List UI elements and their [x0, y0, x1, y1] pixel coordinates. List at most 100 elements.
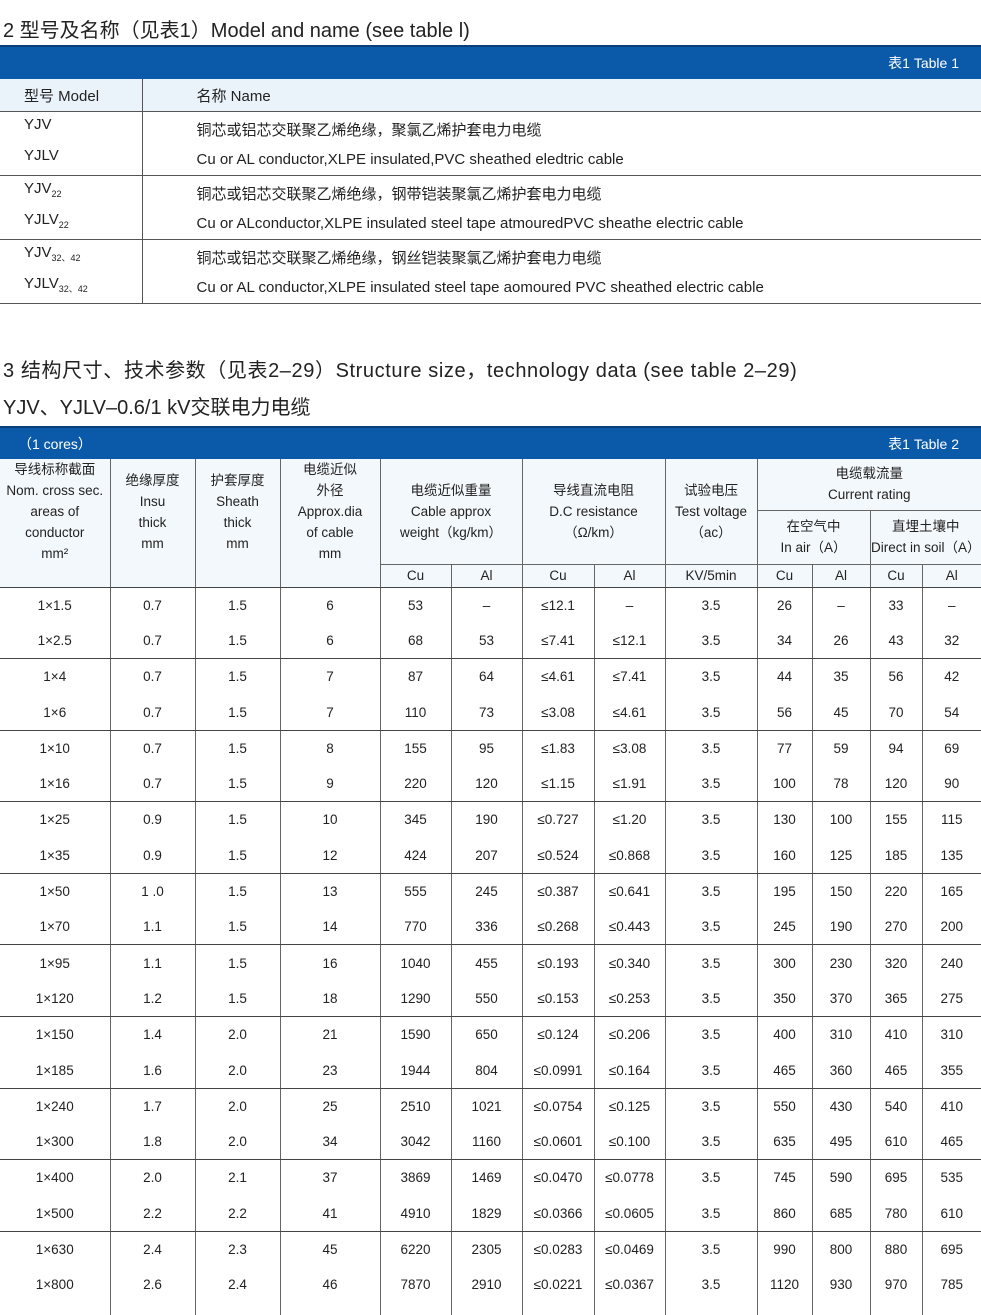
- model-row: YJV32、42 YJLV32、42 铜芯或铝芯交联聚乙烯绝缘，钢丝铠装聚氯乙烯护套…: [0, 239, 981, 304]
- table-cell: 555: [380, 873, 452, 910]
- table-cell: 2.4: [110, 1231, 196, 1268]
- table-cell: 1×10: [0, 730, 111, 766]
- table1-caption: 表1 Table 1: [888, 55, 959, 71]
- table-cell: 3.5: [665, 837, 758, 874]
- table-cell: 190: [451, 801, 523, 838]
- table-cell: ≤7.41: [594, 658, 666, 695]
- table1-caption-bar: 表1 Table 1: [0, 45, 981, 79]
- table-cell: 69: [944, 740, 960, 756]
- table-cell: ≤0.0367: [594, 1267, 666, 1303]
- subheader-cell: Cu: [522, 563, 595, 588]
- table-cell: 3.5: [665, 801, 758, 838]
- table-cell: 410: [940, 1098, 964, 1114]
- name-english: Cu or AL conductor,XLPE insulated,PVC sh…: [196, 151, 624, 168]
- table-cell: 310: [812, 1016, 871, 1053]
- table-cell: 3.5: [665, 1016, 758, 1053]
- table-cell: 54: [922, 694, 981, 731]
- cores-label: （1 cores）: [18, 435, 92, 452]
- table-cell: –: [947, 597, 956, 613]
- header-soil: 直埋土壤中 Direct in soil（A）: [870, 510, 981, 564]
- table-cell: 310: [940, 1027, 964, 1043]
- table-cell: 73: [451, 694, 523, 731]
- table-cell: ≤0.0991: [522, 1052, 595, 1089]
- table-cell: 495: [812, 1123, 871, 1161]
- subheader-cell: Cu: [870, 563, 923, 588]
- table-cell: 550: [757, 1088, 813, 1124]
- name-chinese: 铜芯或铝芯交联聚乙烯绝缘，钢带铠装聚氯乙烯护套电力电缆: [196, 186, 602, 203]
- table-cell: 1.6: [110, 1052, 196, 1089]
- table-cell: ≤0.0469: [594, 1231, 666, 1268]
- table-cell: 3.5: [665, 1088, 758, 1124]
- table-cell: 1×35: [0, 837, 111, 874]
- section-3-subtitle: YJV、YJLV–0.6/1 kV交联电力电缆: [3, 397, 311, 419]
- name-english: Cu or ALconductor,XLPE insulated steel t…: [196, 215, 744, 232]
- table-cell: 23: [280, 1052, 381, 1089]
- table-cell: 1.5: [195, 944, 281, 981]
- table-row: 1×16 0.7 1.5 9 220 120 ≤1.15 ≤1.91 3.5 100 78 120 90: [0, 765, 981, 803]
- table-cell: 1.5: [195, 730, 281, 766]
- table-cell: ≤0.124: [522, 1016, 595, 1053]
- table-cell: 3042: [380, 1123, 452, 1161]
- table-cell: 1×630: [0, 1231, 111, 1268]
- header-resistance: 导线直流电阻 D.C resistance （Ω/km）: [522, 459, 666, 564]
- table-cell: 4910: [380, 1195, 452, 1232]
- table-cell: 365: [870, 980, 923, 1018]
- table-cell: 7: [280, 694, 381, 731]
- table-cell: 1060: [870, 1302, 923, 1315]
- table-cell: 2.2: [195, 1195, 281, 1232]
- table-cell: ≤1.91: [594, 765, 666, 803]
- table-cell: ≤0.253: [594, 980, 666, 1018]
- table-cell: 7: [280, 658, 381, 695]
- table-cell: ≤0.443: [594, 909, 666, 946]
- model-base: YJLV: [24, 211, 59, 228]
- table-cell: 1×4: [0, 658, 111, 695]
- table-cell: 26: [757, 587, 813, 623]
- table-cell: 1.5: [195, 837, 281, 874]
- header-line: mm: [318, 546, 342, 561]
- header-line: 电缆近似: [303, 462, 357, 477]
- name-cell: 铜芯或铝芯交联聚乙烯绝缘，钢带铠装聚氯乙烯护套电力电缆 Cu or ALcondu…: [142, 175, 981, 240]
- table-cell: 2.1: [195, 1159, 281, 1196]
- table-cell: ≤0.0754: [522, 1088, 595, 1124]
- table-cell: 1.5: [195, 694, 281, 731]
- table-cell: 930: [812, 1267, 871, 1303]
- table-cell: –: [451, 587, 523, 623]
- table-cell: 970: [870, 1267, 923, 1303]
- table-cell: 695: [940, 1241, 964, 1257]
- table-cell: 1469: [451, 1159, 523, 1196]
- table-cell: 3.5: [665, 730, 758, 766]
- model-code: YJLV: [24, 140, 142, 171]
- table-cell: ≤0.0470: [522, 1159, 595, 1196]
- table-cell: 3.5: [665, 1302, 758, 1315]
- table-cell: 424: [380, 837, 452, 874]
- table-cell: 90: [922, 765, 981, 803]
- model-code: YJLV32、42: [24, 268, 142, 299]
- table-cell: 14: [280, 909, 381, 946]
- table-cell: ≤0.0601: [522, 1123, 595, 1161]
- table-cell: 1×800: [0, 1267, 111, 1303]
- header-line: In air（A）: [780, 540, 847, 555]
- table-cell: 45: [280, 1231, 381, 1268]
- table-cell: 550: [451, 980, 523, 1018]
- table-cell: 53: [380, 587, 452, 623]
- header-line: 直埋土壤中: [892, 519, 960, 534]
- table-cell: 200: [922, 909, 981, 946]
- table-cell: 150: [812, 873, 871, 910]
- model-cell: YJV32、42 YJLV32、42: [0, 239, 143, 304]
- subheader-cell: Al: [451, 563, 523, 588]
- table-cell: 59: [812, 730, 871, 766]
- table-cell: 37: [280, 1159, 381, 1196]
- model-base: YJLV: [24, 275, 59, 292]
- table-cell: 1×150: [0, 1016, 111, 1053]
- table-cell: 275: [922, 980, 981, 1018]
- header-line: Cable approx: [410, 503, 492, 519]
- table-cell: 2910: [451, 1267, 523, 1303]
- header-line: Nom. cross sec.: [6, 483, 104, 498]
- model-name-table: 型号 Model 名称 Name YJV YJLV 铜芯或铝芯交联聚乙烯绝缘，聚氯乙…: [0, 79, 981, 304]
- table-cell: 6220: [380, 1231, 452, 1268]
- header-line: Sheath: [216, 493, 259, 509]
- table-cell: 33: [870, 587, 923, 623]
- header-air: 在空气中 In air（A）: [757, 510, 871, 564]
- table-cell: 300: [757, 944, 813, 981]
- table-cell: ≤0.164: [594, 1052, 666, 1089]
